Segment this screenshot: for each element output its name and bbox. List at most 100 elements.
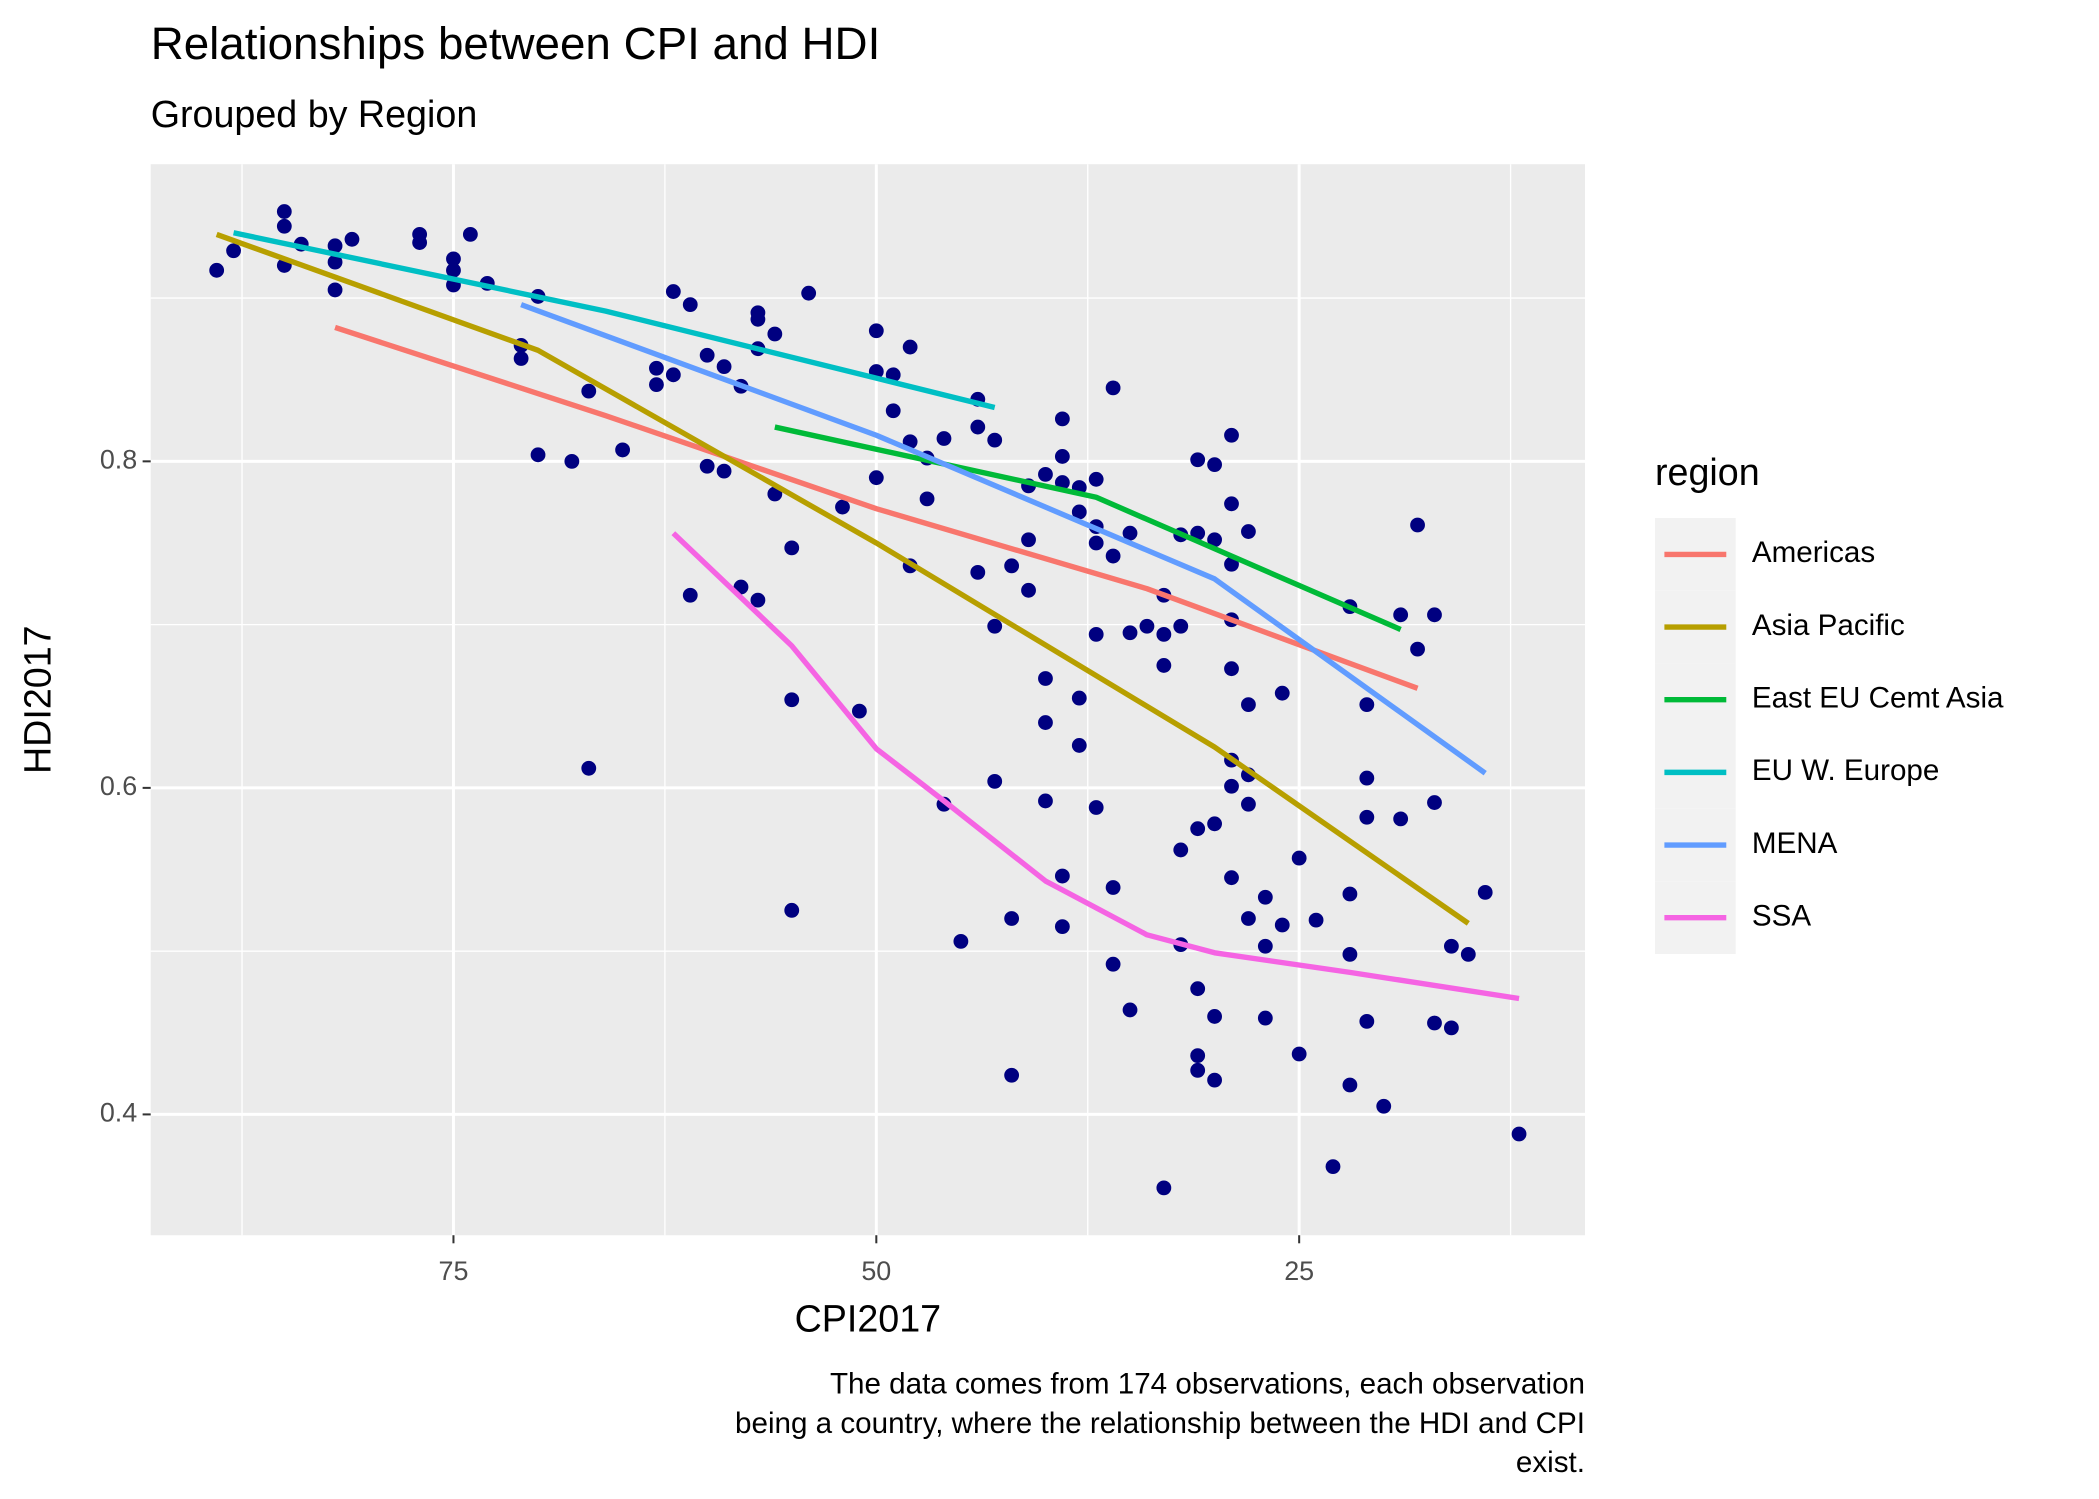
point xyxy=(1376,1098,1392,1114)
legend-label: EU W. Europe xyxy=(1752,754,1940,787)
chart-subtitle: Grouped by Region xyxy=(151,93,478,135)
point xyxy=(1054,449,1070,464)
point xyxy=(1342,886,1358,902)
point xyxy=(1088,535,1104,551)
x-axis-title: CPI2017 xyxy=(795,1297,942,1339)
point xyxy=(835,499,850,515)
point xyxy=(851,703,867,719)
point xyxy=(1427,607,1442,623)
point xyxy=(902,339,918,355)
point xyxy=(276,204,292,219)
point xyxy=(1122,1002,1138,1018)
point xyxy=(1477,884,1493,900)
point xyxy=(581,383,597,399)
point xyxy=(1038,793,1053,809)
point xyxy=(682,297,698,313)
point xyxy=(530,447,546,463)
point xyxy=(1511,1126,1527,1142)
point xyxy=(1443,1020,1459,1036)
y-axis-title: HDI2017 xyxy=(16,625,58,774)
smooth-line xyxy=(215,231,1470,926)
point xyxy=(1004,911,1020,926)
point xyxy=(1443,938,1459,954)
y-tick-label: 0.6 xyxy=(100,771,137,801)
point xyxy=(1139,618,1155,634)
point xyxy=(987,618,1003,634)
point xyxy=(1004,1067,1020,1083)
point xyxy=(1088,471,1104,487)
point xyxy=(682,587,698,603)
point xyxy=(1207,457,1222,473)
point xyxy=(1122,625,1138,641)
point xyxy=(1308,912,1324,928)
point xyxy=(665,367,681,383)
point xyxy=(716,359,732,375)
point xyxy=(1105,548,1121,564)
smooth-line xyxy=(334,324,1419,691)
point xyxy=(1359,697,1375,713)
point xyxy=(1071,738,1087,753)
point xyxy=(987,432,1003,448)
point xyxy=(1257,1010,1273,1026)
point xyxy=(970,419,986,435)
point xyxy=(1156,627,1172,642)
point xyxy=(327,238,343,254)
point xyxy=(649,360,664,376)
point xyxy=(327,282,343,298)
point xyxy=(784,902,800,918)
point xyxy=(1105,380,1121,396)
point xyxy=(1038,467,1053,482)
point xyxy=(970,564,986,580)
point xyxy=(1274,685,1290,701)
point xyxy=(1190,1062,1206,1078)
point xyxy=(1291,850,1307,866)
point xyxy=(699,347,715,363)
point xyxy=(462,227,478,242)
caption: exist. xyxy=(1516,1446,1585,1479)
legend-label: SSA xyxy=(1752,900,1811,933)
point xyxy=(344,231,360,247)
point xyxy=(1105,880,1121,895)
point xyxy=(716,463,732,479)
point xyxy=(615,442,631,458)
point xyxy=(699,458,715,474)
point xyxy=(1224,496,1239,512)
point xyxy=(1207,1072,1222,1088)
point xyxy=(581,760,597,776)
legend-label: East EU Cemt Asia xyxy=(1752,682,2004,715)
point xyxy=(885,367,901,383)
point xyxy=(1410,641,1425,657)
point xyxy=(1038,715,1053,730)
caption: being a country, where the relationship … xyxy=(735,1407,1585,1440)
point xyxy=(784,692,800,708)
point xyxy=(936,431,952,446)
point xyxy=(327,254,343,270)
point xyxy=(209,262,225,278)
point xyxy=(1021,582,1036,598)
chart-title: Relationships between CPI and HDI xyxy=(151,18,881,69)
point xyxy=(1088,800,1104,815)
point xyxy=(649,377,664,393)
smooth-line xyxy=(233,230,996,411)
point xyxy=(1224,661,1239,677)
smooth-line xyxy=(774,424,1402,632)
point xyxy=(784,540,800,556)
point xyxy=(1054,411,1070,427)
point xyxy=(1342,1077,1358,1093)
point xyxy=(1054,919,1070,935)
point xyxy=(1190,1048,1206,1064)
point xyxy=(801,285,817,301)
y-tick-label: 0.8 xyxy=(100,444,137,474)
point xyxy=(276,218,292,234)
legend-title: region xyxy=(1655,451,1760,493)
point xyxy=(1054,868,1070,884)
point xyxy=(1410,517,1425,533)
point xyxy=(513,351,529,366)
point xyxy=(868,470,884,486)
point xyxy=(1241,796,1256,812)
point xyxy=(767,326,783,342)
point xyxy=(1207,532,1222,548)
point xyxy=(1359,809,1375,825)
point xyxy=(750,311,766,327)
y-tick-label: 0.4 xyxy=(100,1098,137,1128)
